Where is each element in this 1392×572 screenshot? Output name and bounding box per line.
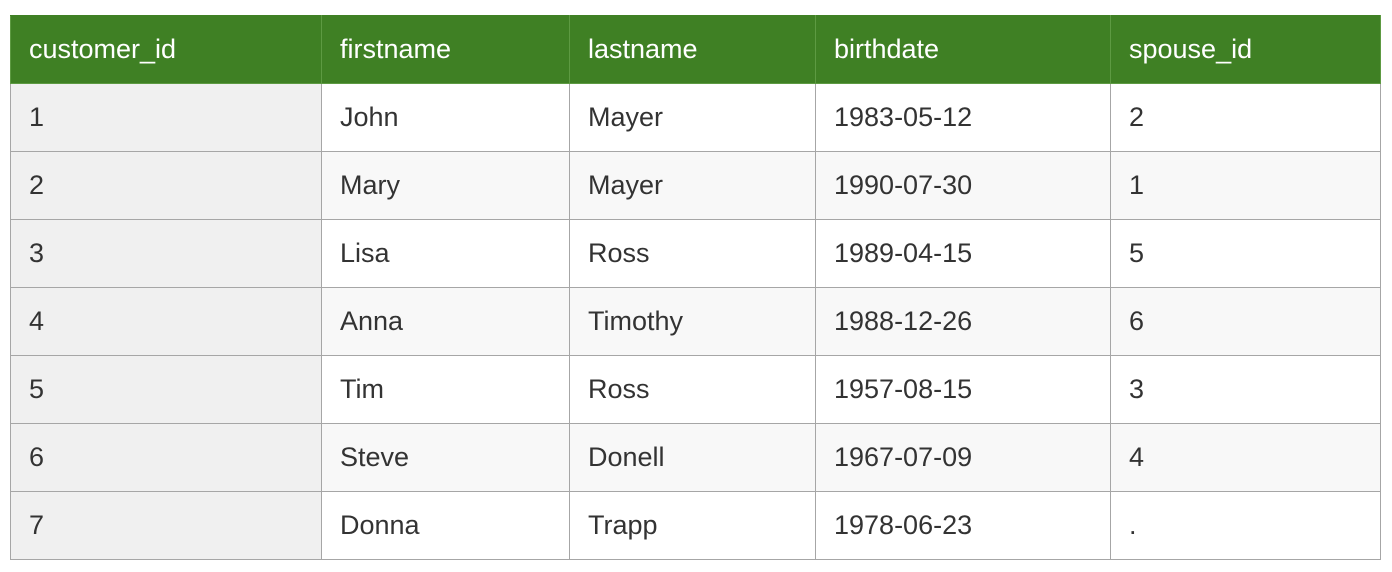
- cell-spouse-id: 2: [1110, 83, 1381, 152]
- cell-lastname: Donell: [569, 423, 816, 492]
- customers-table-container: customer_id firstname lastname birthdate…: [10, 15, 1381, 560]
- cell-lastname: Trapp: [569, 491, 816, 560]
- cell-firstname: John: [321, 83, 570, 152]
- table-row: 6 Steve Donell 1967-07-09 4: [10, 423, 1381, 492]
- cell-lastname: Mayer: [569, 83, 816, 152]
- column-header-lastname: lastname: [569, 15, 816, 84]
- cell-firstname: Anna: [321, 287, 570, 356]
- cell-firstname: Mary: [321, 151, 570, 220]
- cell-firstname: Steve: [321, 423, 570, 492]
- table-row: 2 Mary Mayer 1990-07-30 1: [10, 151, 1381, 220]
- cell-birthdate: 1978-06-23: [815, 491, 1111, 560]
- cell-customer-id: 2: [10, 151, 322, 220]
- table-row: 1 John Mayer 1983-05-12 2: [10, 83, 1381, 152]
- table-row: 5 Tim Ross 1957-08-15 3: [10, 355, 1381, 424]
- column-header-spouse-id: spouse_id: [1110, 15, 1381, 84]
- cell-spouse-id: 1: [1110, 151, 1381, 220]
- table-row: 4 Anna Timothy 1988-12-26 6: [10, 287, 1381, 356]
- cell-firstname: Lisa: [321, 219, 570, 288]
- table-row: 7 Donna Trapp 1978-06-23 .: [10, 491, 1381, 560]
- cell-birthdate: 1967-07-09: [815, 423, 1111, 492]
- cell-customer-id: 7: [10, 491, 322, 560]
- cell-birthdate: 1988-12-26: [815, 287, 1111, 356]
- column-header-birthdate: birthdate: [815, 15, 1111, 84]
- cell-birthdate: 1990-07-30: [815, 151, 1111, 220]
- cell-spouse-id: 3: [1110, 355, 1381, 424]
- table-body: 1 John Mayer 1983-05-12 2 2 Mary Mayer 1…: [10, 83, 1381, 560]
- cell-firstname: Donna: [321, 491, 570, 560]
- customers-table: customer_id firstname lastname birthdate…: [10, 15, 1381, 560]
- table-row: 3 Lisa Ross 1989-04-15 5: [10, 219, 1381, 288]
- header-row: customer_id firstname lastname birthdate…: [10, 15, 1381, 84]
- cell-birthdate: 1957-08-15: [815, 355, 1111, 424]
- cell-lastname: Timothy: [569, 287, 816, 356]
- cell-lastname: Ross: [569, 355, 816, 424]
- column-header-firstname: firstname: [321, 15, 570, 84]
- cell-customer-id: 6: [10, 423, 322, 492]
- column-header-customer-id: customer_id: [10, 15, 322, 84]
- cell-customer-id: 3: [10, 219, 322, 288]
- cell-lastname: Ross: [569, 219, 816, 288]
- table-header: customer_id firstname lastname birthdate…: [10, 15, 1381, 84]
- cell-customer-id: 4: [10, 287, 322, 356]
- cell-birthdate: 1983-05-12: [815, 83, 1111, 152]
- cell-customer-id: 5: [10, 355, 322, 424]
- cell-lastname: Mayer: [569, 151, 816, 220]
- cell-firstname: Tim: [321, 355, 570, 424]
- cell-customer-id: 1: [10, 83, 322, 152]
- cell-spouse-id: 5: [1110, 219, 1381, 288]
- cell-spouse-id: 4: [1110, 423, 1381, 492]
- cell-spouse-id: .: [1110, 491, 1381, 560]
- cell-spouse-id: 6: [1110, 287, 1381, 356]
- cell-birthdate: 1989-04-15: [815, 219, 1111, 288]
